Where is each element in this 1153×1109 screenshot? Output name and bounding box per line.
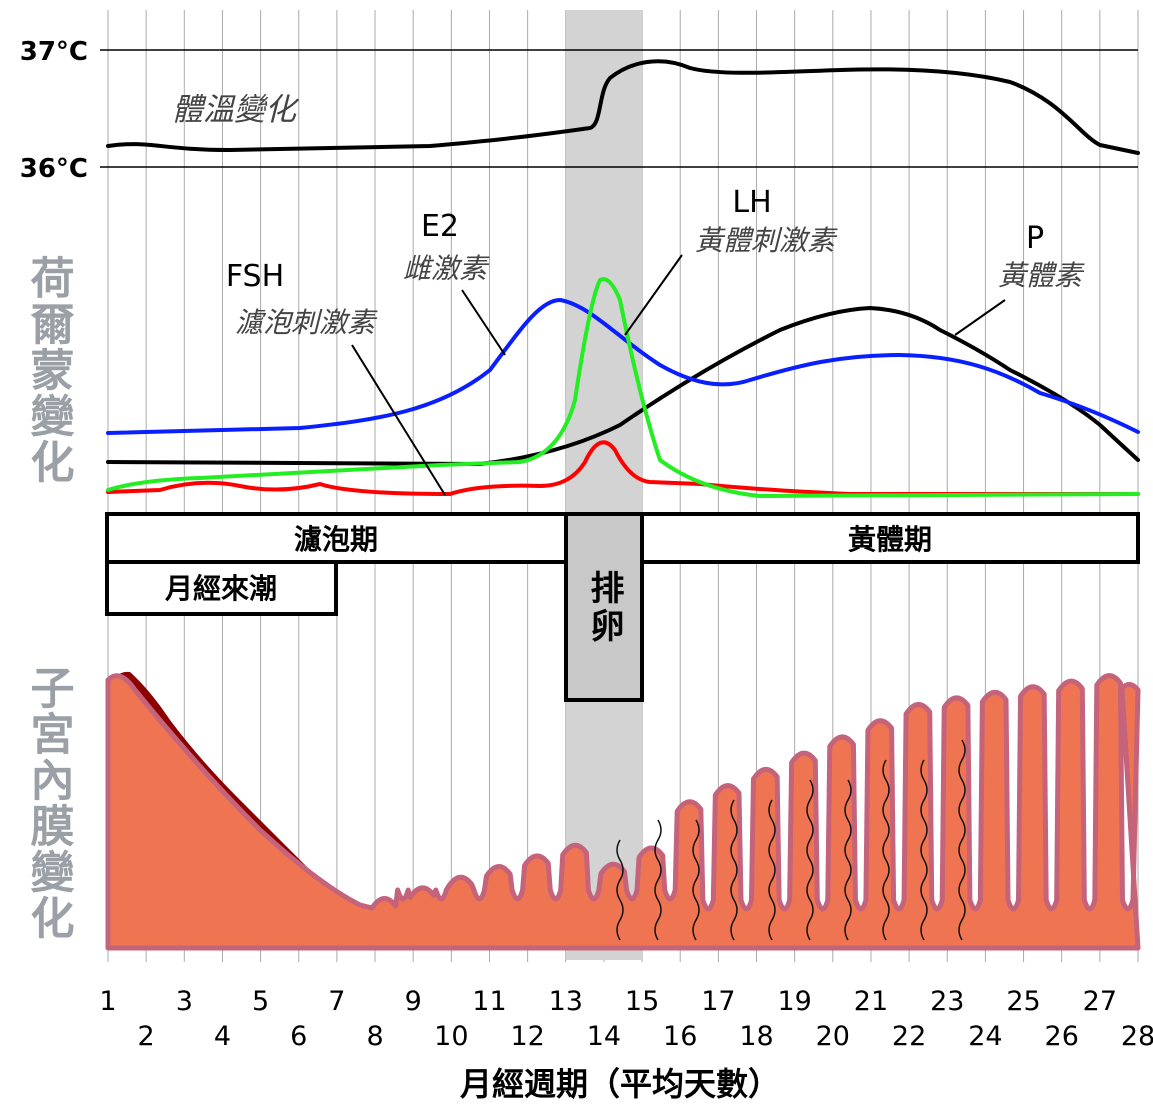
day-label: 15 [625,986,659,1017]
day-label: 27 [1083,986,1117,1017]
hormone-name: P [1026,221,1044,256]
day-label: 2 [138,1021,155,1052]
day-label: 17 [701,986,735,1017]
day-label: 10 [434,1021,468,1052]
day-label: 1 [99,986,116,1017]
hormone-desc: 雌激素 [403,252,490,285]
day-label: 25 [1006,986,1040,1017]
hormone-desc: 黃體刺激素 [695,224,838,257]
day-label: 7 [328,986,345,1017]
day-label: 8 [366,1021,383,1052]
day-label: 6 [290,1021,307,1052]
day-label: 16 [663,1021,697,1052]
day-label: 14 [587,1021,621,1052]
day-label: 28 [1121,1021,1153,1052]
phase-label: 月經來潮 [164,572,277,605]
diagram: 37°C 36°C 體溫變化 荷爾蒙變化 子宮內膜變化 FSH 濾泡刺激素 E2… [0,0,1153,1109]
hormone-desc: 濾泡刺激素 [235,306,378,339]
temp-label: 37°C [20,37,88,67]
day-label: 13 [549,986,583,1017]
day-label: 19 [777,986,811,1017]
phase-label: 濾泡期 [294,523,378,556]
phase-label: 排卵 [584,570,624,646]
phase-label: 黃體期 [848,523,932,556]
hormone-desc: 黃體素 [998,259,1085,292]
hormone-title: 荷爾蒙變化 [23,255,76,485]
day-label: 24 [968,1021,1002,1052]
day-label: 12 [510,1021,544,1052]
day-label: 11 [472,986,506,1017]
hormone-name: LH [732,185,771,220]
x-axis-title: 月經週期（平均天數） [460,1065,780,1103]
day-label: 21 [854,986,888,1017]
temp-title: 體溫變化 [172,92,300,128]
day-label: 3 [176,986,193,1017]
day-label: 4 [214,1021,231,1052]
pointer [955,300,1005,335]
hormone-name: FSH [226,259,284,294]
temp-label: 36°C [20,154,88,184]
day-label: 26 [1045,1021,1079,1052]
day-label: 9 [405,986,422,1017]
endometrium-title: 子宮內膜變化 [23,665,75,941]
pointer [462,290,505,355]
hormone-name: E2 [421,209,459,244]
day-label: 5 [252,986,269,1017]
day-label: 23 [930,986,964,1017]
day-label: 18 [739,1021,773,1052]
day-label: 22 [892,1021,926,1052]
ovulation-band [566,10,642,960]
day-label: 20 [816,1021,850,1052]
